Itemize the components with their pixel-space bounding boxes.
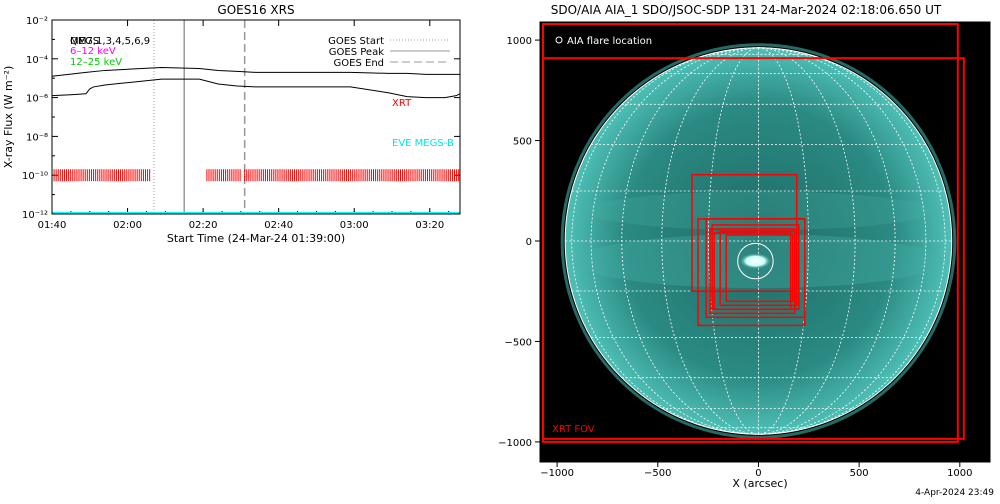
goes-plot-frame <box>51 19 461 215</box>
aia-axes: −1000 −500 0 500 1000 −1000 −500 0 500 1000 <box>498 21 991 479</box>
legend-goes-peak: GOES Peak <box>329 47 384 58</box>
aia-y-tick-label: 500 <box>513 137 532 148</box>
aia-title: SDO/AIA AIA_1 SDO/JSOC-SDP 131 24-Mar-20… <box>551 3 942 17</box>
xrt-fov-box <box>719 230 798 307</box>
aia-y-tick-label: −500 <box>505 337 532 348</box>
goes-y-tick-label: 10⁻⁸ <box>26 132 48 143</box>
longitude-grid-line <box>621 47 759 435</box>
active-region-band-north <box>584 191 933 231</box>
xrt-fov-box <box>705 218 806 319</box>
goes-y-tick-label: 10⁻¹² <box>22 210 48 221</box>
longitude-grid-line <box>661 47 759 435</box>
aia-x-tick-label: 0 <box>755 468 761 479</box>
legend-overlap-line-1: MEGS <box>70 36 99 47</box>
longitude-grid-line <box>758 47 896 435</box>
aia-x-tick-label: 500 <box>850 468 869 479</box>
aia-y-tick-label: 0 <box>526 237 532 248</box>
longitude-grid-line <box>758 47 856 435</box>
aia-y-tick-label: 1000 <box>507 36 532 47</box>
series-6-12-kev <box>52 78 460 99</box>
goes-x-tick-label: 02:20 <box>189 220 218 231</box>
legend-goes-end: GOES End <box>334 58 384 69</box>
flare-location-legend-marker <box>555 36 563 44</box>
aia-x-tick-label: −1000 <box>540 468 574 479</box>
goes-x-tick-label: 02:00 <box>113 220 142 231</box>
goes-y-tick-label: 10⁻⁴ <box>26 55 48 66</box>
goes-y-tick-label: 10⁻¹⁰ <box>22 171 48 182</box>
goes-x-tick-label: 03:20 <box>415 220 444 231</box>
xrt-fov-box <box>725 234 794 303</box>
longitude-grid-line <box>591 47 759 435</box>
fov-boxes <box>542 23 965 443</box>
sun-limb-glow <box>560 43 957 439</box>
xrt-fov-box <box>709 228 796 315</box>
goes-ylabel: X-ray Flux (W m⁻²) <box>2 66 15 168</box>
goes-xlabel: Start Time (24-Mar-24 01:39:00) <box>167 232 345 245</box>
energy-label-6-12: 6–12 keV <box>70 46 116 57</box>
goes-y-tick-label: 10⁻⁶ <box>26 94 48 105</box>
xrt-fov-box <box>713 232 792 311</box>
energy-label-12-25: 12–25 keV <box>70 57 122 68</box>
xrt-series-label: XRT <box>392 98 412 109</box>
goes-x-tick-label: 03:00 <box>340 220 369 231</box>
aia-panel: SDO/AIA AIA_1 SDO/JSOC-SDP 131 24-Mar-20… <box>498 3 991 490</box>
longitude-grid-line <box>758 47 809 435</box>
aia-x-tick-label: 1000 <box>947 468 972 479</box>
aia-xlabel: X (arcsec) <box>732 477 787 490</box>
longitude-grid-line <box>708 47 759 435</box>
longitude-grid-line <box>758 47 926 435</box>
aia-y-tick-label: −1000 <box>498 438 532 449</box>
aia-plot-frame <box>539 21 991 463</box>
flare-location-legend-label: AIA flare location <box>567 36 652 47</box>
goes-plot-area <box>52 20 460 214</box>
goes-panel: GOES16 XRS X-ray Flux (W m⁻²) Start Time… <box>2 3 461 245</box>
goes-title: GOES16 XRS <box>217 3 294 17</box>
legend-overlap-line-2: QM7,1,3,4,5,6,9 <box>70 36 150 47</box>
goes-x-tick-label: 01:40 <box>38 220 67 231</box>
sun-disk <box>560 43 957 439</box>
goes-x-tick-label: 02:40 <box>264 220 293 231</box>
sun-limb <box>564 47 953 435</box>
goes-y-tick-label: 10⁻² <box>26 16 48 27</box>
eve-series-label: EVE MEGS-B <box>392 138 454 149</box>
xrt-fov-box <box>542 23 959 443</box>
series-12-25-kev <box>52 67 460 77</box>
flare-location-circle <box>737 242 774 280</box>
goes-axes: 10⁻¹² 10⁻¹⁰ 10⁻⁸ 10⁻⁶ 10⁻⁴ 10⁻² 01:40 02:00 02:2… <box>22 16 460 231</box>
aia-x-tick-label: −500 <box>644 468 671 479</box>
flare-bright-core <box>739 253 772 270</box>
footer-date: 4-Apr-2024 23:49 <box>915 488 994 498</box>
xrt-fov-label: XRT FOV <box>552 424 595 435</box>
legend-goes-start: GOES Start <box>328 36 384 47</box>
